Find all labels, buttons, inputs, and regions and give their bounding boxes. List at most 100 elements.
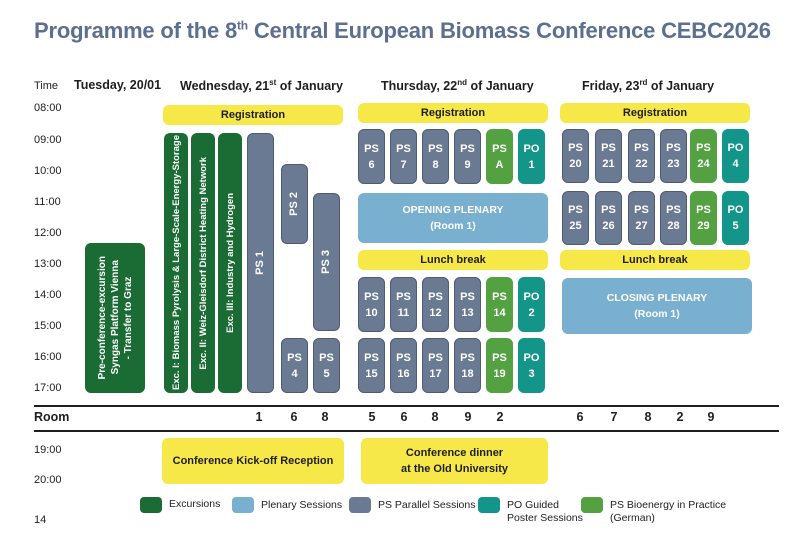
session-ps-15: PS 15 — [358, 338, 385, 393]
conference-dinner: Conference dinner at the Old University — [361, 438, 548, 484]
session-number: 10 — [365, 306, 378, 319]
room-number: 9 — [464, 410, 472, 424]
session-number: 2 — [528, 306, 535, 319]
legend-bio-swatch — [581, 497, 603, 513]
session-type: PS — [396, 351, 411, 364]
session-type: PS — [601, 142, 616, 154]
room-number: 7 — [610, 410, 618, 424]
session-number: 22 — [635, 158, 648, 170]
room-number: 8 — [321, 410, 329, 424]
session-ps-2: PS 2 — [281, 164, 308, 244]
session-ps-13: PS 13 — [454, 277, 481, 332]
session-type: PS — [601, 204, 616, 216]
room-number: 9 — [707, 410, 715, 424]
session-number: 15 — [365, 367, 378, 380]
session-po-5: PO 5 — [722, 191, 749, 245]
legend-bio-label: PS Bioenergy in Practice (German) — [610, 499, 727, 524]
session-number: 12 — [429, 306, 442, 319]
session-type: PS — [428, 142, 443, 155]
thursday-lunch-break: Lunch break — [358, 250, 548, 270]
legend-plenary-label: Plenary Sessions — [261, 499, 343, 511]
session-type: PO — [523, 351, 540, 364]
session-po-2: PO 2 — [518, 277, 545, 332]
time-label: 15:00 — [34, 320, 62, 332]
room-number: 5 — [368, 410, 376, 424]
session-number: 1 — [528, 158, 535, 171]
session-ps-27: PS 27 — [628, 191, 655, 245]
session-type: PS — [364, 290, 379, 303]
friday-header: Friday, 23rd of January — [582, 78, 715, 94]
session-ps-10: PS 10 — [358, 277, 385, 332]
legend-excursions-swatch — [140, 497, 162, 513]
session-number: 28 — [667, 220, 680, 232]
session-number: 13 — [461, 306, 474, 319]
session-number: 23 — [667, 158, 680, 170]
session-ps-a: PS A — [486, 129, 513, 184]
room-label: Room — [34, 410, 70, 424]
session-type: PS — [364, 142, 379, 155]
session-ps-9: PS 9 — [454, 129, 481, 184]
session-type: PO — [727, 142, 744, 154]
session-po-4: PO 4 — [722, 129, 749, 183]
session-ps-20: PS 20 — [562, 129, 589, 183]
time-label: 09:00 — [34, 134, 62, 146]
session-ps-28: PS 28 — [660, 191, 687, 245]
session-po-3: PO 3 — [518, 338, 545, 393]
session-ps-12: PS 12 — [422, 277, 449, 332]
session-number: 25 — [569, 220, 582, 232]
session-number: 5 — [732, 220, 739, 232]
session-type: PS — [634, 142, 649, 154]
session-ps-16: PS 16 — [390, 338, 417, 393]
session-type: PS — [568, 204, 583, 216]
wednesday-registration: Registration — [163, 105, 343, 125]
session-number: 20 — [569, 158, 582, 170]
time-label: 12:00 — [34, 227, 62, 239]
session-type: PS — [428, 351, 443, 364]
session-number: 29 — [697, 220, 710, 232]
legend-excursions-label: Excursions — [169, 498, 221, 510]
session-number: 4 — [732, 158, 739, 170]
session-number: 3 — [528, 367, 535, 380]
session-ps-19: PS 19 — [486, 338, 513, 393]
session-type: PS — [634, 204, 649, 216]
session-po-1: PO 1 — [518, 129, 545, 184]
session-type: PS — [492, 290, 507, 303]
tuesday-header: Tuesday, 20/01 — [74, 78, 162, 92]
session-ps-24: PS 24 — [690, 129, 717, 183]
room-number: 8 — [644, 410, 652, 424]
legend-plenary-swatch — [232, 497, 254, 513]
legend-po-swatch — [478, 497, 500, 513]
session-ps-7: PS 7 — [390, 129, 417, 184]
session-number: 9 — [464, 158, 471, 171]
session-ps-5: PS 5 — [313, 338, 340, 393]
session-ps-8: PS 8 — [422, 129, 449, 184]
session-ps-25: PS 25 — [562, 191, 589, 245]
time-label: 20:00 — [34, 474, 62, 486]
time-label: 17:00 — [34, 382, 62, 394]
session-type: PS — [696, 204, 711, 216]
legend-ps-label: PS Parallel Sessions — [378, 499, 476, 511]
session-ps-1: PS 1 — [247, 133, 274, 393]
thursday-registration: Registration — [358, 103, 548, 123]
time-label: 14:00 — [34, 289, 62, 301]
time-label: 08:00 — [34, 102, 62, 114]
time-label: 11:00 — [34, 196, 61, 208]
session-type: PO — [523, 290, 540, 303]
excursion-1: Exc. I: Biomass Pyrolysis & Large-Scale-… — [164, 133, 188, 393]
room-number: 6 — [576, 410, 584, 424]
session-ps-18: PS 18 — [454, 338, 481, 393]
session-ps-23: PS 23 — [660, 129, 687, 183]
session-ps-11: PS 11 — [390, 277, 417, 332]
session-ps-14: PS 14 — [486, 277, 513, 332]
session-number: 14 — [493, 306, 506, 319]
page-number: 14 — [34, 514, 47, 526]
divider-top — [34, 405, 779, 407]
excursion-2: Exc. II: Weiz-Gleisdorf District Heating… — [191, 133, 215, 393]
session-type: PS — [492, 351, 507, 364]
session-number: 18 — [461, 367, 474, 380]
session-number: 6 — [368, 158, 375, 171]
opening-plenary: OPENING PLENARY (Room 1) — [358, 193, 548, 243]
session-number: 7 — [400, 158, 407, 171]
session-type: PS — [568, 142, 583, 154]
session-ps-26: PS 26 — [595, 191, 622, 245]
